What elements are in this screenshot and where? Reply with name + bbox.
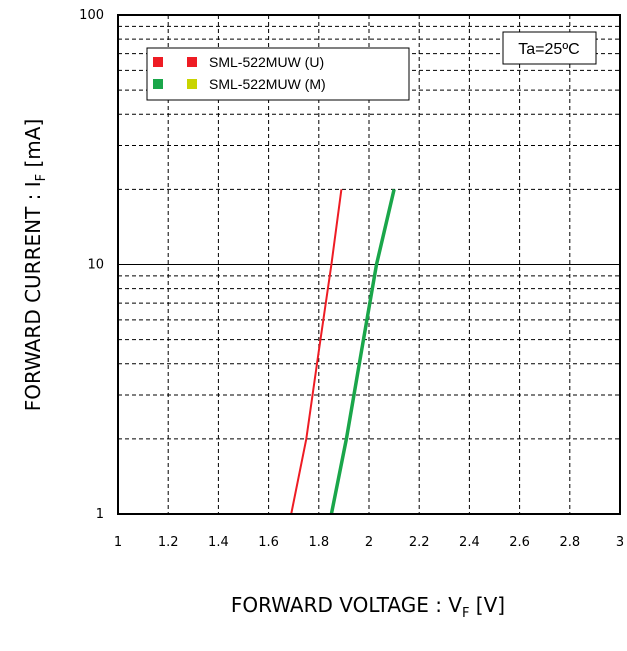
grid-lines xyxy=(118,15,620,514)
y-tick-label: 100 xyxy=(79,8,104,23)
temperature-annotation: Ta=25ºC xyxy=(502,31,597,65)
legend-label: SML-522MUW (M) xyxy=(209,76,326,92)
x-tick-label: 1.4 xyxy=(208,535,229,550)
series-line xyxy=(290,189,343,515)
x-tick-label: 2.6 xyxy=(509,535,530,550)
y-tick-labels: 1 10 100 xyxy=(79,8,104,522)
x-tick-label: 1.2 xyxy=(158,535,179,550)
legend-swatch xyxy=(153,79,163,89)
x-tick-label: 1 xyxy=(114,535,122,550)
x-tick-label: 1.8 xyxy=(308,535,329,550)
x-axis-title: FORWARD VOLTAGE : VF [V] xyxy=(231,593,505,621)
x-axis-title-unit: [V] xyxy=(469,593,505,617)
x-tick-label: 2 xyxy=(365,535,373,550)
series-line xyxy=(329,189,396,515)
x-tick-label: 2.8 xyxy=(559,535,580,550)
y-axis-title: FORWARD CURRENT : IF [mA] xyxy=(21,119,49,412)
annotation-label: Ta=25ºC xyxy=(518,41,579,58)
x-tick-label: 2.4 xyxy=(459,535,480,550)
x-tick-label: 3 xyxy=(616,535,624,550)
legend-label: SML-522MUW (U) xyxy=(209,54,324,70)
x-axis-title-main: FORWARD VOLTAGE : V xyxy=(231,593,462,617)
series-lines xyxy=(290,189,396,515)
legend-swatch xyxy=(187,57,197,67)
y-axis-title-unit: [mA] xyxy=(21,119,45,174)
y-axis-title-main: FORWARD CURRENT : I xyxy=(21,181,45,411)
y-tick-label: 1 xyxy=(96,507,104,522)
x-tick-labels: 1 1.2 1.4 1.6 1.8 2 2.2 2.4 2.6 2.8 3 xyxy=(114,535,624,550)
x-axis-title-subscript: F xyxy=(462,606,469,621)
x-tick-label: 2.2 xyxy=(409,535,430,550)
legend-swatch xyxy=(187,79,197,89)
plot-frame xyxy=(117,14,621,515)
y-tick-label: 10 xyxy=(87,258,104,273)
annotation-box xyxy=(502,31,597,65)
legend: SML-522MUW (U) SML-522MUW (M) xyxy=(146,47,410,101)
legend-swatch xyxy=(153,57,163,67)
legend-box xyxy=(146,47,410,101)
y-axis-title-subscript: F xyxy=(34,174,49,181)
x-tick-label: 1.6 xyxy=(258,535,279,550)
